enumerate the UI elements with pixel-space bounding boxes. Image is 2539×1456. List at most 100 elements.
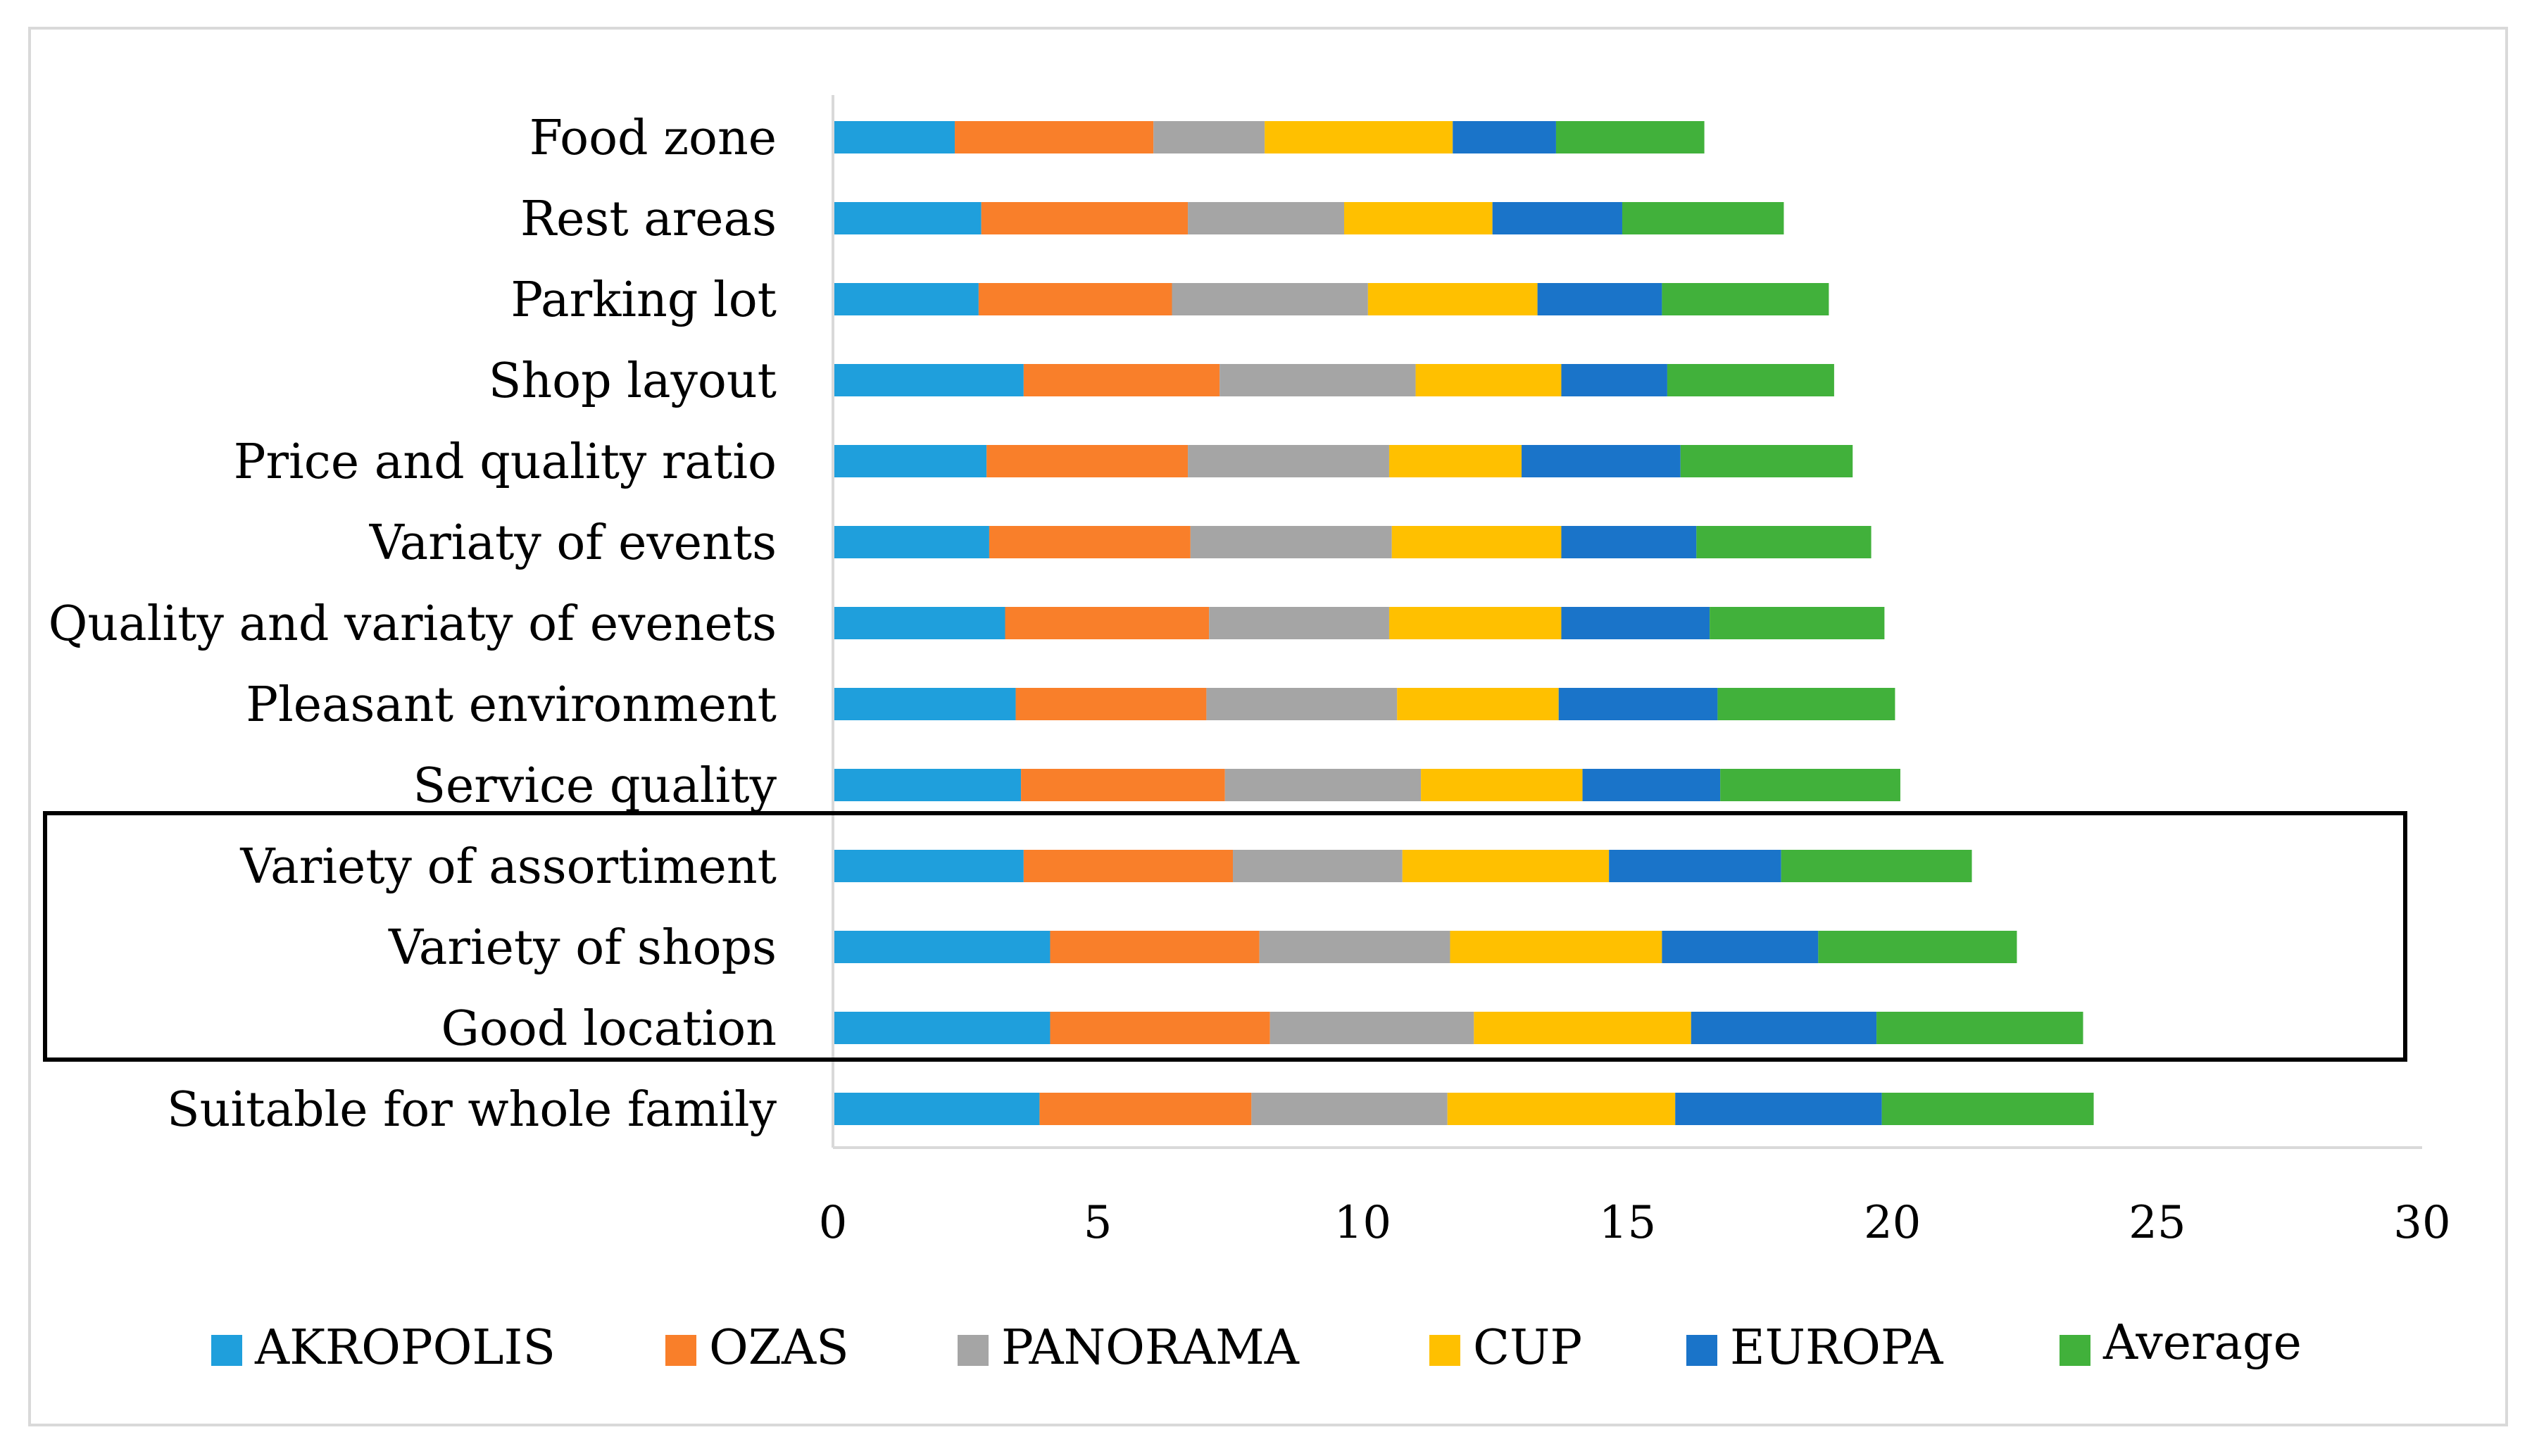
bar-rest-areas-akropolis xyxy=(833,202,982,234)
bar-variety-of-shops-akropolis xyxy=(833,931,1051,963)
bar-good-location-cup xyxy=(1474,1012,1691,1044)
category-label-variety-of-assortiment: Variety of assortiment xyxy=(239,839,777,895)
legend-label-average: Average xyxy=(2102,1315,2302,1371)
bar-food-zone-cup xyxy=(1265,121,1453,153)
legend-swatch-ozas xyxy=(665,1335,696,1366)
bar-rest-areas-cup xyxy=(1344,202,1493,234)
x-tick-label-10: 10 xyxy=(1334,1197,1391,1249)
bar-service-quality-akropolis xyxy=(833,769,1022,801)
bar-service-quality-europa xyxy=(1582,769,1721,801)
bar-food-zone-panorama xyxy=(1153,121,1265,153)
bar-variety-of-shops-average xyxy=(1818,931,2017,963)
bar-variety-of-assortiment-ozas xyxy=(1023,850,1234,882)
bar-parking-lot-ozas xyxy=(978,283,1172,315)
x-tick-label-25: 25 xyxy=(2129,1197,2186,1249)
bar-price-and-quality-ratio-panorama xyxy=(1188,445,1389,477)
category-label-service-quality: Service quality xyxy=(413,758,777,814)
x-tick-labels: 0 5 10 15 20 25 30 xyxy=(819,1197,2451,1249)
bar-price-and-quality-ratio-cup xyxy=(1388,445,1522,477)
bar-quality-and-variaty-of-evenets-akropolis xyxy=(833,607,1005,639)
bar-pleasant-environment-cup xyxy=(1397,688,1559,720)
bar-suitable-for-whole-family-akropolis xyxy=(833,1093,1040,1125)
bar-variety-of-shops-panorama xyxy=(1259,931,1450,963)
bar-service-quality-ozas xyxy=(1021,769,1225,801)
legend-swatch-average xyxy=(2060,1335,2090,1366)
legend-label-akropolis: AKROPOLIS xyxy=(254,1320,556,1376)
bar-variaty-of-events-average xyxy=(1696,526,1872,558)
legend-swatch-panorama xyxy=(958,1335,989,1366)
bar-variaty-of-events-europa xyxy=(1561,526,1697,558)
bar-variety-of-shops-ozas xyxy=(1050,931,1260,963)
bar-pleasant-environment-akropolis xyxy=(833,688,1016,720)
bar-good-location-akropolis xyxy=(833,1012,1051,1044)
legend-label-panorama: PANORAMA xyxy=(1001,1320,1300,1376)
bar-service-quality-cup xyxy=(1421,769,1583,801)
bar-food-zone-ozas xyxy=(955,121,1154,153)
bar-variety-of-assortiment-panorama xyxy=(1233,850,1403,882)
bar-suitable-for-whole-family-panorama xyxy=(1251,1093,1448,1125)
x-tick-label-15: 15 xyxy=(1599,1197,1656,1249)
bar-parking-lot-europa xyxy=(1537,283,1662,315)
bar-good-location-ozas xyxy=(1050,1012,1270,1044)
category-label-parking-lot: Parking lot xyxy=(510,272,777,328)
bar-pleasant-environment-average xyxy=(1717,688,1895,720)
bar-suitable-for-whole-family-average xyxy=(1881,1093,2094,1125)
bar-quality-and-variaty-of-evenets-cup xyxy=(1388,607,1562,639)
legend-swatch-europa xyxy=(1686,1335,1717,1366)
bar-food-zone-akropolis xyxy=(833,121,955,153)
bar-parking-lot-akropolis xyxy=(833,283,979,315)
x-tick-label-20: 20 xyxy=(1864,1197,1921,1249)
chart-frame xyxy=(28,27,2508,1426)
bar-rest-areas-ozas xyxy=(981,202,1189,234)
bar-variety-of-assortiment-akropolis xyxy=(833,850,1024,882)
category-label-quality-and-variaty-of-evenets: Quality and variaty of evenets xyxy=(49,596,777,652)
bar-good-location-average xyxy=(1876,1012,2083,1044)
bar-parking-lot-cup xyxy=(1367,283,1538,315)
bar-service-quality-panorama xyxy=(1224,769,1422,801)
bar-food-zone-average xyxy=(1555,121,1705,153)
legend-swatch-cup xyxy=(1429,1335,1460,1366)
category-labels: Food zone Rest areas Parking lot Shop layou… xyxy=(49,111,777,1138)
bar-rest-areas-panorama xyxy=(1188,202,1345,234)
bar-price-and-quality-ratio-akropolis xyxy=(833,445,987,477)
bar-variety-of-shops-cup xyxy=(1450,931,1662,963)
bar-pleasant-environment-panorama xyxy=(1206,688,1398,720)
legend: AKROPOLIS OZAS PANORAMA CUP EUROPA Average xyxy=(211,1315,2302,1376)
bar-variety-of-assortiment-cup xyxy=(1402,850,1610,882)
bar-suitable-for-whole-family-cup xyxy=(1447,1093,1676,1125)
bar-shop-layout-europa xyxy=(1561,364,1667,396)
bar-quality-and-variaty-of-evenets-ozas xyxy=(1005,607,1210,639)
bar-price-and-quality-ratio-average xyxy=(1680,445,1853,477)
x-tick-label-30: 30 xyxy=(2393,1197,2450,1249)
bar-variety-of-assortiment-average xyxy=(1781,850,1972,882)
category-label-pleasant-environment: Pleasant environment xyxy=(246,677,777,733)
bar-good-location-panorama xyxy=(1270,1012,1474,1044)
bar-suitable-for-whole-family-ozas xyxy=(1039,1093,1252,1125)
category-label-variaty-of-events: Variaty of events xyxy=(369,515,777,571)
category-label-shop-layout: Shop layout xyxy=(489,353,777,409)
category-label-food-zone: Food zone xyxy=(529,111,777,166)
bar-food-zone-europa xyxy=(1453,121,1556,153)
legend-label-europa: EUROPA xyxy=(1730,1320,1943,1376)
bar-parking-lot-average xyxy=(1662,283,1829,315)
bar-shop-layout-average xyxy=(1667,364,1834,396)
bar-shop-layout-akropolis xyxy=(833,364,1024,396)
legend-swatch-akropolis xyxy=(211,1335,242,1366)
bar-shop-layout-cup xyxy=(1415,364,1562,396)
category-label-price-and-quality-ratio: Price and quality ratio xyxy=(234,434,777,490)
bar-variaty-of-events-cup xyxy=(1391,526,1562,558)
bar-series-group xyxy=(833,121,2094,1125)
legend-label-ozas: OZAS xyxy=(709,1320,849,1376)
bar-rest-areas-average xyxy=(1622,202,1784,234)
bar-suitable-for-whole-family-europa xyxy=(1675,1093,1882,1125)
bar-parking-lot-panorama xyxy=(1172,283,1368,315)
bar-shop-layout-panorama xyxy=(1220,364,1416,396)
highlight-box xyxy=(43,811,2407,1062)
x-tick-label-5: 5 xyxy=(1084,1197,1112,1249)
bar-variety-of-assortiment-europa xyxy=(1609,850,1781,882)
bar-variaty-of-events-panorama xyxy=(1190,526,1392,558)
legend-label-cup: CUP xyxy=(1473,1320,1582,1376)
bar-good-location-europa xyxy=(1691,1012,1877,1044)
bar-price-and-quality-ratio-europa xyxy=(1522,445,1681,477)
